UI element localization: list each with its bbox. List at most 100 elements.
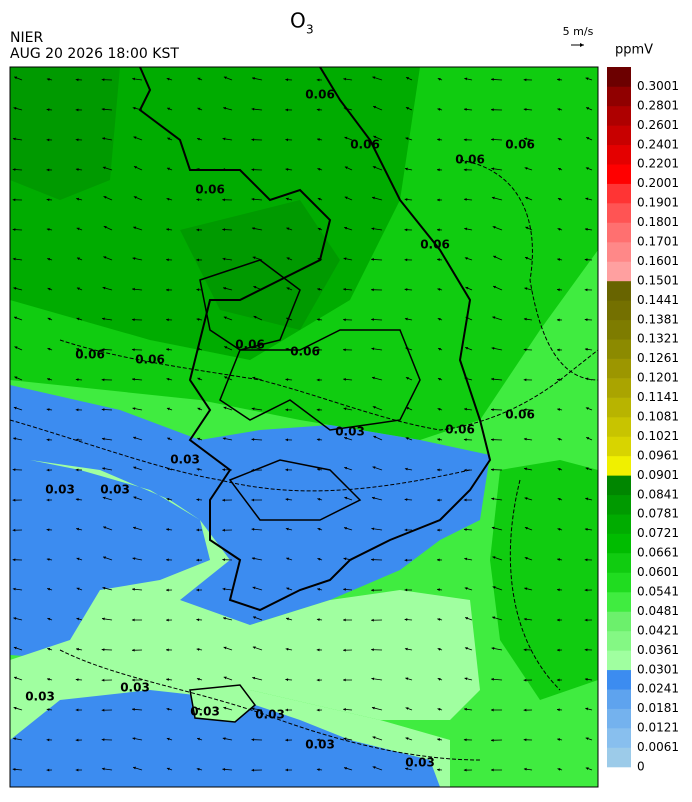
colorbar-swatch	[607, 300, 631, 320]
colorbar-swatch	[607, 689, 631, 709]
colorbar-swatch	[607, 514, 631, 534]
colorbar-swatch	[607, 631, 631, 651]
colorbar-swatch	[607, 320, 631, 340]
colorbar-label: 0.1601	[637, 254, 679, 268]
colorbar-swatch	[607, 378, 631, 398]
colorbar-label: 0.0901	[637, 468, 679, 482]
colorbar-swatch	[607, 592, 631, 612]
colorbar-label: 0.0061	[637, 740, 679, 754]
contour-label: 0.03	[45, 483, 75, 497]
colorbar-label: 0.1021	[637, 429, 679, 443]
contour-label: 0.03	[25, 690, 55, 704]
contour-label: 0.06	[350, 138, 380, 152]
colorbar-swatch	[607, 261, 631, 281]
colorbar-swatch	[607, 670, 631, 690]
colorbar-swatch	[607, 145, 631, 165]
colorbar-swatch	[607, 456, 631, 476]
contour-label: 0.06	[505, 408, 535, 422]
map: 0.06 0.06 0.06 0.06 0.06 0.06 0.06 0.06 0.06 0.06…	[10, 67, 598, 787]
colorbar-label: 0.1501	[637, 273, 679, 287]
colorbar-label: 0.0781	[637, 507, 679, 521]
colorbar-label: 0.1441	[637, 293, 679, 307]
colorbar-swatch	[607, 534, 631, 554]
colorbar-label: 0.2401	[637, 137, 679, 151]
colorbar-swatch	[607, 709, 631, 729]
colorbar-label: 0.1201	[637, 371, 679, 385]
colorbar-swatch	[607, 475, 631, 495]
colorbar-swatch	[607, 611, 631, 631]
contour-label: 0.06	[290, 345, 320, 359]
colorbar-swatch	[607, 359, 631, 379]
colorbar-label: 0.2601	[637, 118, 679, 132]
colorbar-label: 0.1081	[637, 410, 679, 424]
contour-label: 0.06	[455, 153, 485, 167]
colorbar-label: 0.0841	[637, 487, 679, 501]
colorbar-swatch	[607, 650, 631, 670]
colorbar-swatch	[607, 436, 631, 456]
colorbar-swatch	[607, 339, 631, 359]
contour-label: 0.06	[505, 138, 535, 152]
colorbar-label: 0.0601	[637, 565, 679, 579]
contour-label: 0.06	[445, 423, 475, 437]
contour-label: 0.03	[100, 483, 130, 497]
contour-label: 0.03	[405, 756, 435, 770]
colorbar-label: 0.0541	[637, 585, 679, 599]
contour-label: 0.06	[135, 353, 165, 367]
colorbar-label: 0	[637, 760, 645, 774]
contour-label: 0.06	[75, 348, 105, 362]
colorbar-swatch	[607, 67, 631, 87]
colorbar-swatch	[607, 86, 631, 106]
colorbar-label: 0.0961	[637, 448, 679, 462]
colorbar-label: 0.0361	[637, 643, 679, 657]
colorbar-label: 0.0481	[637, 604, 679, 618]
title-subscript: 3	[306, 23, 314, 37]
colorbar-label: 0.2001	[637, 176, 679, 190]
colorbar-swatch	[607, 573, 631, 593]
colorbar: 00.00610.01210.01810.02410.03010.03610.0…	[607, 67, 679, 774]
colorbar-label: 0.0661	[637, 546, 679, 560]
colorbar-swatch	[607, 184, 631, 204]
colorbar-swatch	[607, 748, 631, 768]
colorbar-label: 0.1261	[637, 351, 679, 365]
contour-label: 0.06	[305, 88, 335, 102]
contour-label: 0.03	[305, 738, 335, 752]
contour-label: 0.06	[195, 183, 225, 197]
colorbar-label: 0.2201	[637, 157, 679, 171]
colorbar-swatch	[607, 106, 631, 126]
colorbar-unit: ppmV	[615, 43, 653, 58]
contour-label: 0.03	[335, 425, 365, 439]
colorbar-label: 0.0121	[637, 721, 679, 735]
contour-label: 0.06	[420, 238, 450, 252]
colorbar-label: 0.1321	[637, 332, 679, 346]
contour-label: 0.03	[170, 453, 200, 467]
contour-label: 0.06	[235, 338, 265, 352]
colorbar-swatch	[607, 242, 631, 262]
colorbar-label: 0.0241	[637, 682, 679, 696]
wind-scale-head	[580, 43, 584, 47]
colorbar-label: 0.0721	[637, 526, 679, 540]
datetime: AUG 20 2026 18:00 KST	[10, 46, 179, 62]
colorbar-swatch	[607, 223, 631, 243]
colorbar-swatch	[607, 281, 631, 301]
contour-label: 0.03	[190, 705, 220, 719]
colorbar-swatch	[607, 398, 631, 418]
colorbar-label: 0.1141	[637, 390, 679, 404]
colorbar-label: 0.1381	[637, 312, 679, 326]
colorbar-swatch	[607, 495, 631, 515]
colorbar-label: 0.1801	[637, 215, 679, 229]
agency: NIER	[10, 30, 43, 46]
colorbar-swatch	[607, 164, 631, 184]
wind-scale-label: 5 m/s	[563, 25, 594, 38]
colorbar-label: 0.1701	[637, 235, 679, 249]
colorbar-swatch	[607, 553, 631, 573]
colorbar-label: 0.1901	[637, 196, 679, 210]
colorbar-label: 0.2801	[637, 98, 679, 112]
contour-label: 0.03	[120, 681, 150, 695]
contour-label: 0.03	[255, 708, 285, 722]
colorbar-swatch	[607, 203, 631, 223]
colorbar-label: 0.3001	[637, 79, 679, 93]
colorbar-label: 0.0421	[637, 623, 679, 637]
colorbar-label: 0.0301	[637, 662, 679, 676]
colorbar-swatch	[607, 125, 631, 145]
